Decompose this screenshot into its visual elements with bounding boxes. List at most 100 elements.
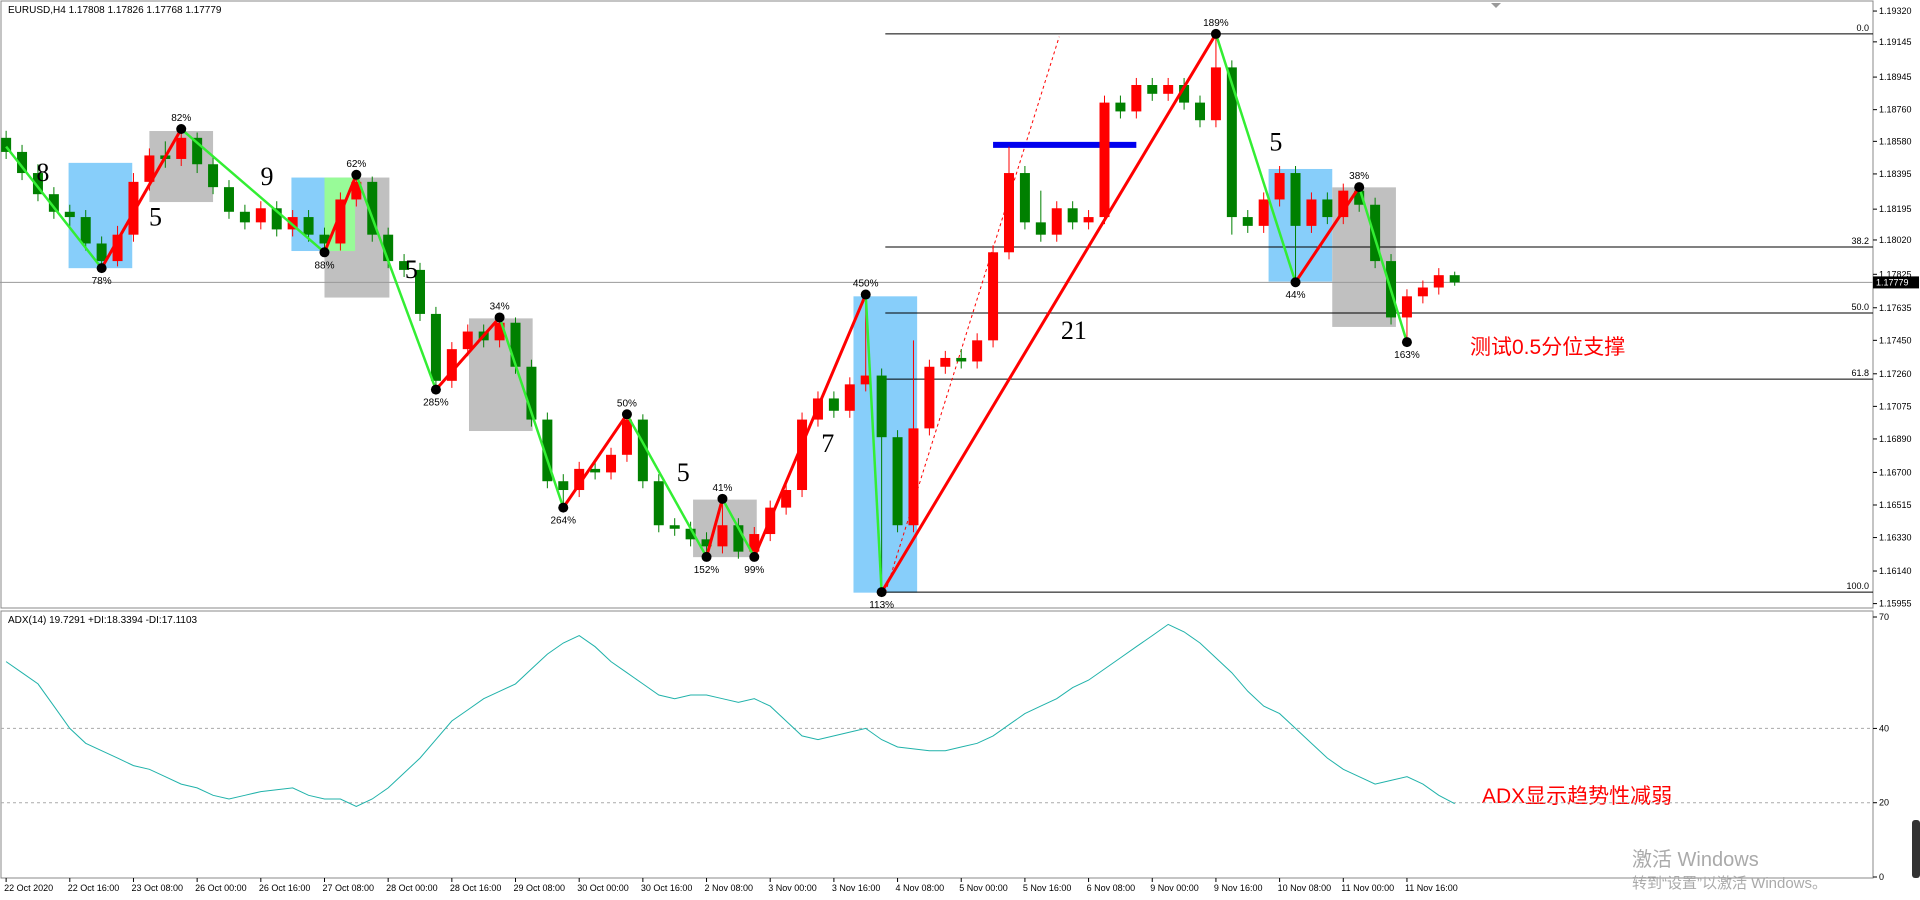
zigzag-segment xyxy=(864,294,883,593)
adx-panel xyxy=(0,610,1874,879)
candle-body xyxy=(940,357,951,367)
fib-label: 100.0 xyxy=(1846,581,1869,591)
x-tick-label: 6 Nov 08:00 xyxy=(1087,883,1136,893)
pivot xyxy=(717,493,728,504)
candle-body xyxy=(542,419,553,482)
x-tick-label: 26 Oct 16:00 xyxy=(259,883,311,893)
wave-count: 8 xyxy=(36,158,49,187)
zigzag-segment xyxy=(1358,186,1409,343)
pivot-label: 285% xyxy=(423,398,449,409)
candle-body xyxy=(669,525,680,529)
candle-body xyxy=(1290,173,1301,226)
pivot xyxy=(351,169,362,180)
x-tick-label: 26 Oct 00:00 xyxy=(195,883,247,893)
x-tick-label: 28 Oct 00:00 xyxy=(386,883,438,893)
wave-count: 5 xyxy=(1269,128,1282,157)
candle-body xyxy=(924,366,935,429)
watermark: 激活 Windows xyxy=(1632,848,1759,871)
candle-body xyxy=(797,419,808,491)
candle-body xyxy=(462,331,473,350)
y-tick-label: 1.19145 xyxy=(1879,37,1912,47)
x-tick-label: 28 Oct 16:00 xyxy=(450,883,502,893)
candle-body xyxy=(287,217,298,230)
x-tick-label: 22 Oct 2020 xyxy=(4,883,53,893)
zigzag-segment xyxy=(180,128,326,254)
candle-body xyxy=(1226,67,1237,218)
x-tick-label: 9 Nov 16:00 xyxy=(1214,883,1263,893)
candle-body xyxy=(1179,85,1190,103)
y-tick-label: 40 xyxy=(1879,723,1889,733)
annotation: 测试0.5分位支撑 xyxy=(1470,336,1625,359)
candle-body xyxy=(621,419,632,455)
fib-label: 0.0 xyxy=(1856,23,1869,33)
zigzag-segment xyxy=(498,317,565,509)
y-tick-label: 0 xyxy=(1879,872,1884,882)
candle-body xyxy=(112,234,123,262)
candle-body xyxy=(510,322,521,367)
y-tick-label: 1.18195 xyxy=(1879,204,1912,214)
zigzag-segment xyxy=(434,316,501,391)
candle-body xyxy=(1338,190,1349,218)
chart-header: EURUSD,H4 1.17808 1.17826 1.17768 1.1777… xyxy=(8,5,222,16)
wave-count: 5 xyxy=(149,202,162,231)
candle-body xyxy=(17,151,28,174)
candle-body xyxy=(1019,173,1030,223)
candle-body xyxy=(701,539,712,547)
zigzag-segment xyxy=(1294,186,1361,284)
pivot-label: 163% xyxy=(1394,350,1420,361)
candle-body xyxy=(96,243,107,262)
candle-body xyxy=(1051,208,1062,235)
candle-body xyxy=(1210,67,1221,121)
candle-body xyxy=(908,428,919,526)
y-tick-label: 1.18580 xyxy=(1879,136,1912,146)
zigzag-segment xyxy=(562,413,629,509)
pivot-label: 41% xyxy=(712,483,732,494)
candle-body xyxy=(1035,222,1046,235)
x-tick-label: 11 Nov 16:00 xyxy=(1405,883,1458,893)
adx-header: ADX(14) 19.7291 +DI:18.3394 -DI:17.1103 xyxy=(8,615,198,626)
y-tick-label: 1.17450 xyxy=(1879,335,1912,345)
zigzag-segment xyxy=(625,413,708,558)
x-tick-label: 30 Oct 16:00 xyxy=(641,883,693,893)
candle-body xyxy=(1083,217,1094,223)
x-tick-label: 3 Nov 16:00 xyxy=(832,883,881,893)
pivot xyxy=(494,312,505,323)
y-tick-label: 1.18395 xyxy=(1879,169,1912,179)
y-tick-label: 20 xyxy=(1879,798,1889,808)
x-tick-label: 30 Oct 00:00 xyxy=(577,883,629,893)
candle-body xyxy=(303,217,314,235)
y-tick-label: 1.17825 xyxy=(1879,269,1912,279)
candle-body xyxy=(574,468,585,491)
candle-body xyxy=(415,269,426,314)
pivot-label: 62% xyxy=(346,159,366,170)
candle-body xyxy=(1322,199,1333,218)
candle-body xyxy=(526,366,537,420)
candle-body xyxy=(255,208,266,223)
candle-body xyxy=(1115,102,1126,112)
candle-body xyxy=(64,211,75,218)
candle-body xyxy=(1,137,12,152)
candle-body xyxy=(844,384,855,411)
fib-label: 61.8 xyxy=(1851,368,1869,378)
candle-body xyxy=(637,419,648,482)
candle-body xyxy=(335,199,346,244)
y-tick-label: 1.19320 xyxy=(1879,6,1912,16)
x-tick-label: 4 Nov 08:00 xyxy=(896,883,945,893)
pivot xyxy=(701,551,712,562)
y-tick-label: 1.17260 xyxy=(1879,369,1912,379)
zigzag-segment xyxy=(5,145,103,269)
candle-body xyxy=(1147,85,1158,94)
wave-count: 5 xyxy=(677,458,690,487)
pivot-label: 44% xyxy=(1286,290,1306,301)
x-tick-label: 2 Nov 08:00 xyxy=(705,883,754,893)
candle-body xyxy=(208,164,219,188)
candle-body xyxy=(860,375,871,385)
candle-body xyxy=(1242,217,1253,226)
candle-body xyxy=(892,437,903,526)
candle-body xyxy=(781,490,792,508)
candle-body xyxy=(32,173,43,195)
candle-body xyxy=(399,261,410,270)
pivot-label: 264% xyxy=(550,516,576,527)
x-tick-label: 3 Nov 00:00 xyxy=(768,883,817,893)
